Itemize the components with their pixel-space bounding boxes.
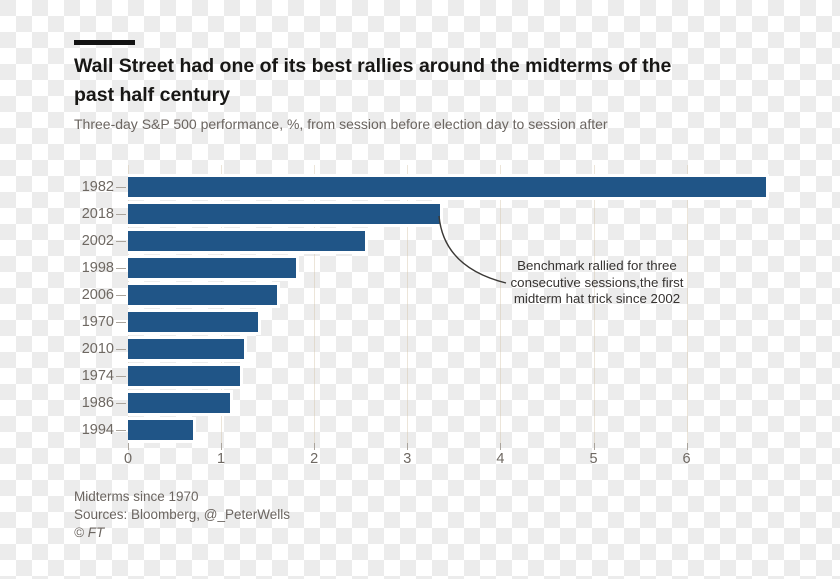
y-axis-label: 2002 — [81, 232, 114, 249]
x-gridline — [407, 165, 409, 443]
y-axis-tick — [116, 241, 126, 243]
x-axis-tick — [407, 443, 409, 450]
y-axis-label: 1970 — [81, 313, 114, 330]
y-axis-tick — [116, 187, 126, 188]
x-axis-tick — [128, 443, 129, 450]
chart-footer: Midterms since 1970 Sources: Bloomberg, … — [74, 488, 290, 542]
y-axis-tick — [116, 322, 126, 324]
x-axis-tick — [314, 443, 316, 450]
x-axis-label: 5 — [589, 451, 598, 467]
x-gridline — [593, 165, 595, 443]
x-axis-label: 1 — [217, 451, 226, 467]
bar-1982 — [128, 174, 769, 200]
x-axis-label: 4 — [496, 451, 505, 467]
chart-title-line-1: Wall Street had one of its best rallies … — [74, 55, 672, 77]
x-axis-label: 6 — [682, 451, 691, 467]
bar-1986 — [128, 390, 234, 417]
bar-2002 — [128, 228, 369, 255]
annotation-text: Benchmark rallied for three consecutive … — [510, 258, 684, 306]
y-axis-label: 2010 — [81, 340, 114, 357]
chart-subtitle: Three-day S&P 500 performance, %, from s… — [74, 116, 608, 132]
y-axis-label: 2018 — [81, 205, 114, 222]
chart-title-line-2: past half century — [74, 84, 231, 106]
x-gridline — [686, 165, 688, 443]
plot-area: 0 1 2 3 4 5 6 1982 2018 2002 1998 2006 1970 2010 1974 1… — [82, 165, 793, 470]
y-axis-label: 2006 — [81, 286, 114, 303]
footer-copyright: © FT — [74, 525, 105, 540]
y-axis-label: 1982 — [81, 178, 114, 195]
footer-note: Midterms since 1970 — [74, 489, 199, 504]
x-axis-label: 2 — [310, 451, 319, 467]
x-axis-tick — [221, 443, 223, 450]
bar-1998 — [128, 255, 299, 282]
bar-2010 — [128, 336, 248, 363]
y-axis-label: 1994 — [81, 421, 114, 438]
y-axis-tick — [116, 376, 126, 378]
y-axis-tick — [116, 214, 126, 216]
x-axis-label: 3 — [403, 451, 412, 467]
x-gridline — [500, 165, 502, 443]
bar-2006 — [128, 282, 280, 309]
bar-1974 — [128, 363, 243, 390]
bar-1970 — [128, 309, 262, 336]
x-axis-tick — [500, 443, 502, 450]
ft-title-rule — [74, 40, 135, 45]
bar-2018 — [128, 201, 443, 228]
y-axis-tick — [116, 295, 126, 297]
bar-1994 — [128, 417, 197, 444]
chart-title: Wall Street had one of its best rallies … — [74, 52, 671, 110]
x-axis-label: 0 — [123, 451, 133, 467]
y-axis-label: 1986 — [81, 394, 114, 411]
y-axis-label: 1998 — [81, 259, 114, 276]
footer-sources: Sources: Bloomberg, @_PeterWells — [74, 507, 291, 522]
y-axis-tick — [116, 349, 126, 351]
y-axis-tick — [116, 403, 126, 405]
x-gridline — [314, 165, 316, 443]
y-axis-label: 1974 — [81, 367, 114, 384]
y-axis-tick — [116, 268, 126, 270]
x-axis-tick — [593, 443, 595, 450]
y-axis-tick — [116, 430, 126, 432]
x-axis-tick — [686, 443, 688, 450]
